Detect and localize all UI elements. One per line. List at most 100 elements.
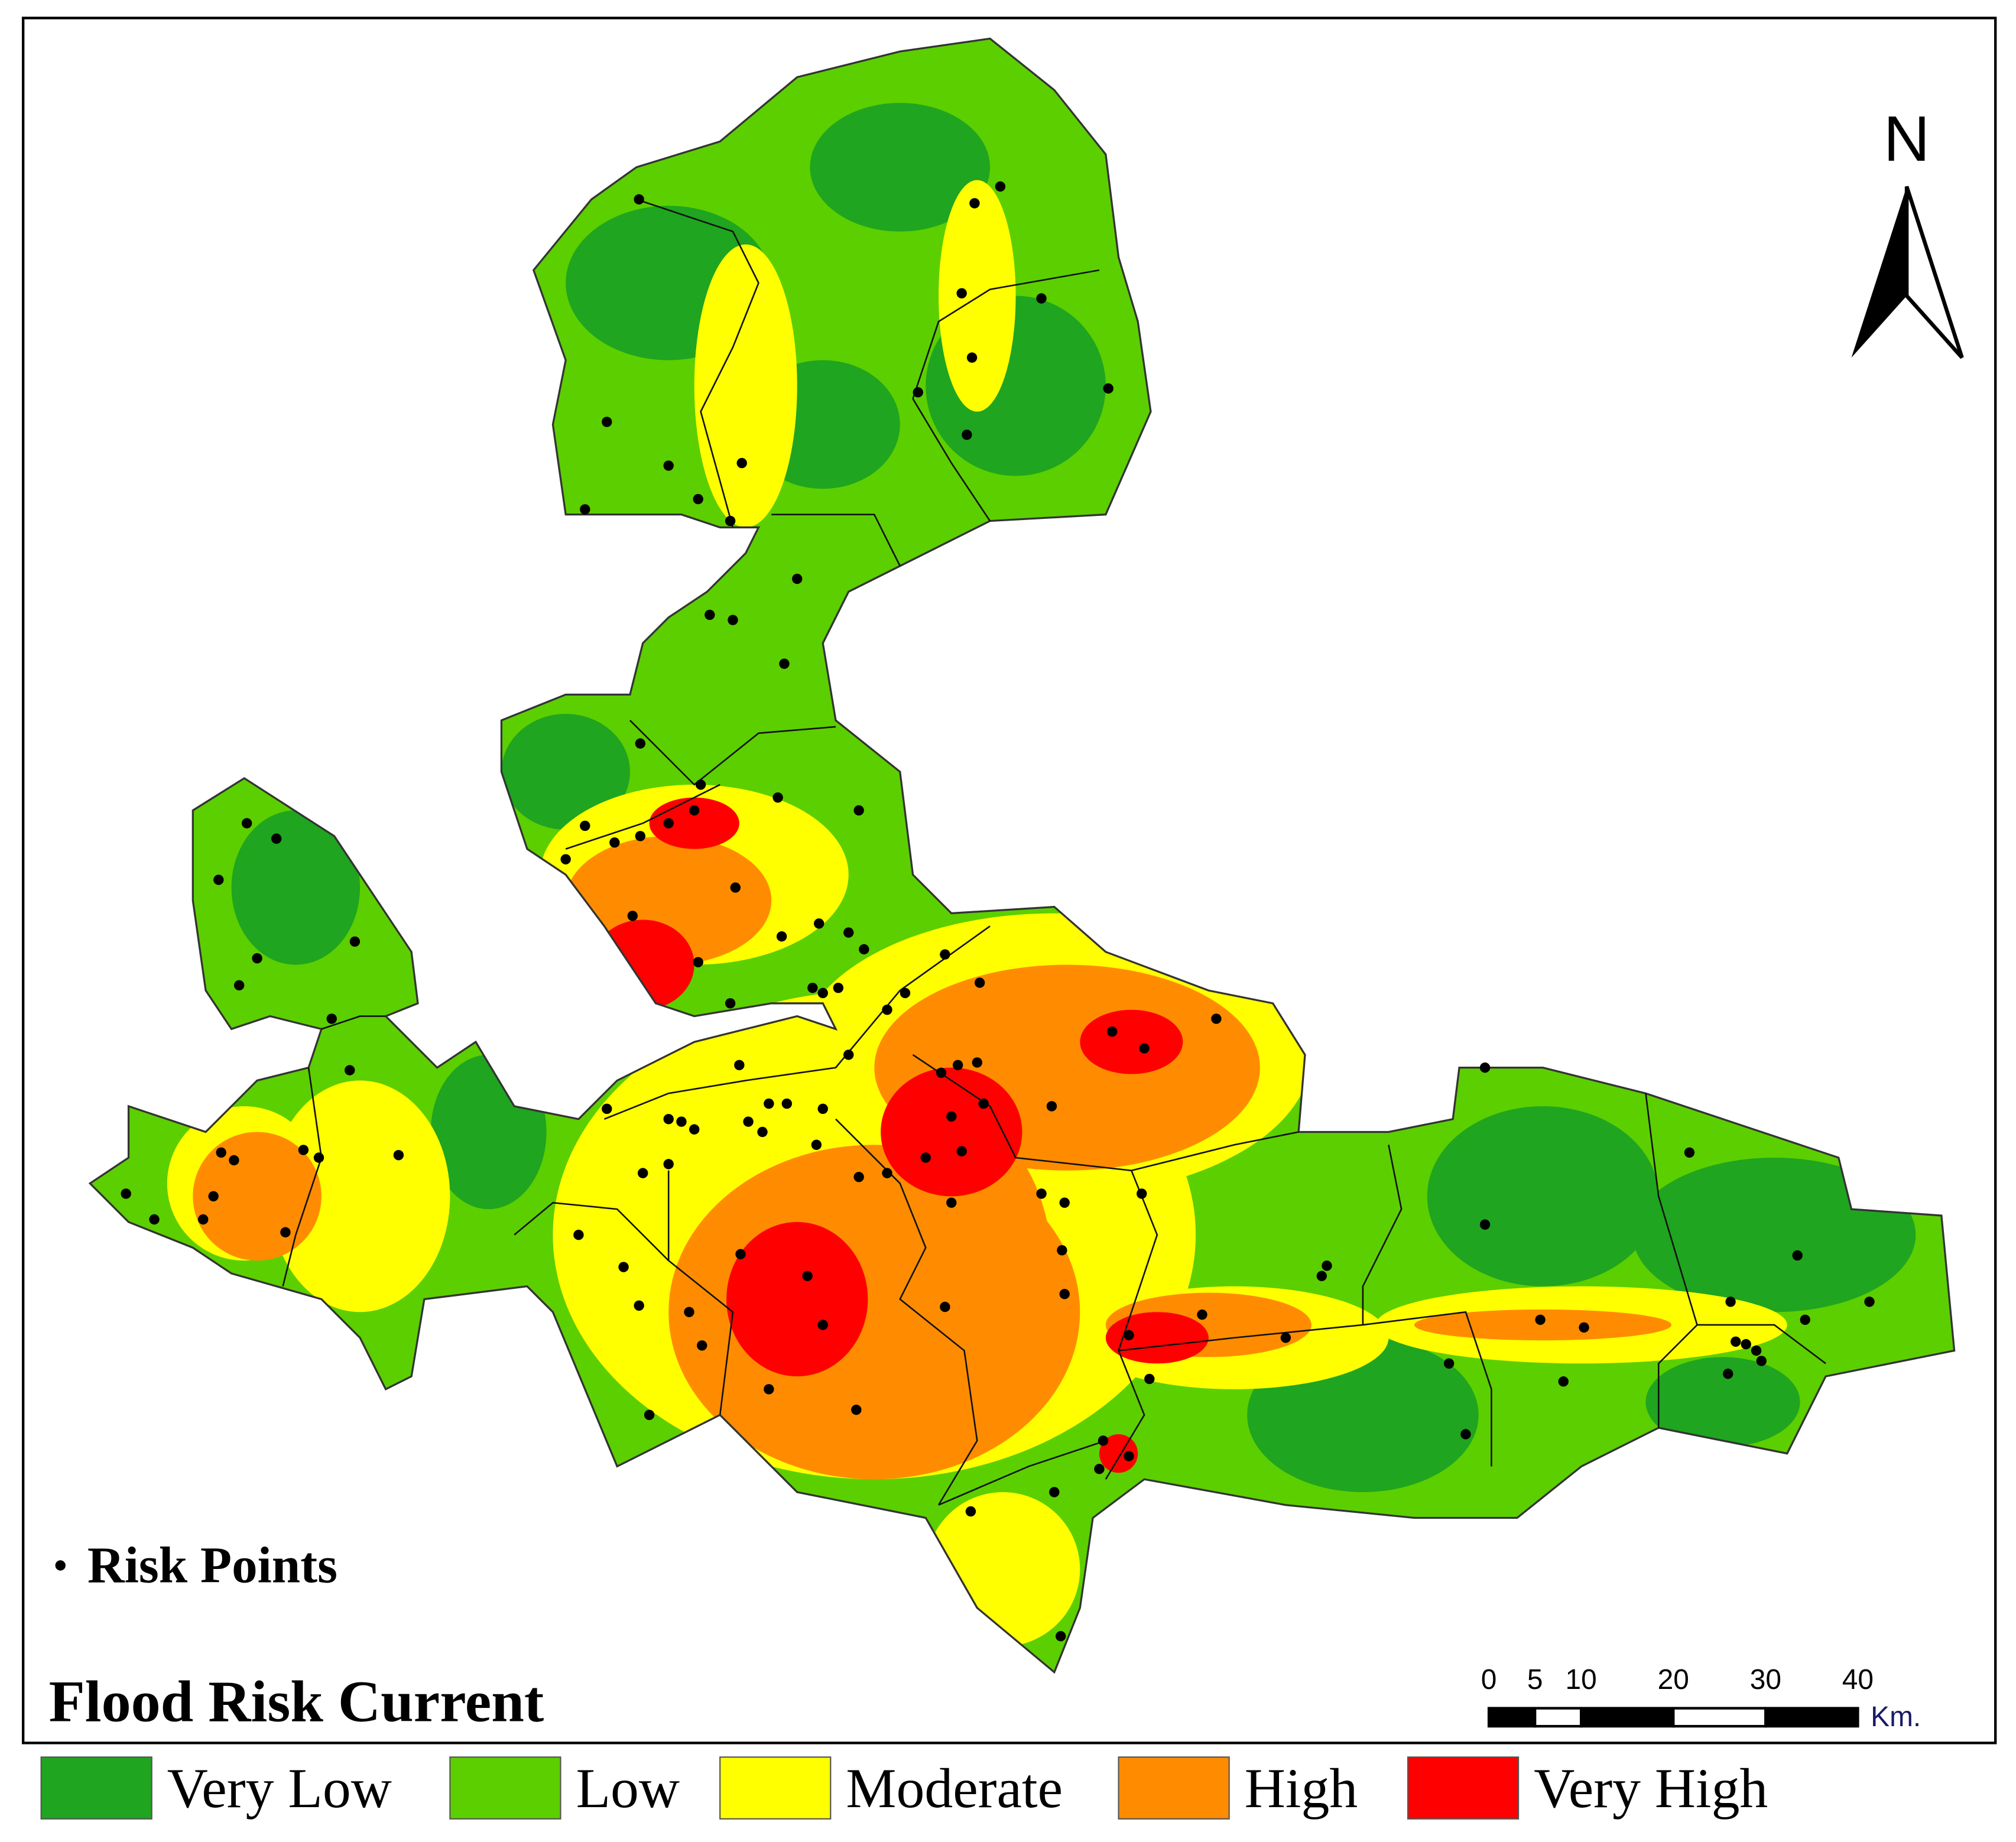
risk-point (637, 1168, 648, 1178)
risk-point (962, 430, 972, 440)
risk-point (882, 1004, 892, 1015)
risk-point (580, 504, 590, 515)
risk-point (1535, 1314, 1546, 1325)
risk-point (757, 1126, 768, 1138)
risk-point (602, 417, 612, 427)
risk-point (663, 460, 674, 471)
risk-point (859, 944, 869, 955)
risk-point (995, 181, 1006, 192)
legend-swatch (1407, 1756, 1520, 1820)
risk-point (326, 1013, 337, 1024)
risk-point (1725, 1297, 1736, 1307)
risk-point (149, 1214, 160, 1225)
risk-point (241, 818, 252, 829)
risk-point (627, 911, 638, 921)
risk-point (676, 1116, 687, 1127)
risk-point (280, 1227, 291, 1237)
risk-point (697, 1340, 707, 1351)
legend-swatch (40, 1756, 152, 1820)
risk-point (1059, 1197, 1070, 1208)
risk-point (602, 1103, 612, 1115)
scale-segment (1672, 1707, 1767, 1728)
scale-segment (1533, 1707, 1583, 1728)
risk-point (313, 1152, 324, 1163)
risk-point (900, 987, 911, 999)
north-label: N (1884, 103, 1930, 175)
legend-swatch (719, 1756, 832, 1820)
risk-point (1103, 383, 1113, 394)
risk-point (705, 609, 715, 621)
risk-point (1864, 1297, 1875, 1307)
risk-point (216, 1147, 226, 1158)
risk-point (1211, 1013, 1222, 1024)
scale-tick-label: 10 (1566, 1664, 1597, 1695)
risk-point (972, 1057, 982, 1068)
risk-point (663, 1114, 674, 1125)
risk-point (1443, 1358, 1455, 1369)
risk-point (1057, 1245, 1067, 1256)
risk-point (1124, 1330, 1134, 1341)
scale-bar: 0 5 10 20 30 40 Km. (1481, 1664, 1921, 1733)
risk-point (966, 352, 978, 363)
risk-point (1098, 1435, 1109, 1446)
legend-swatch (449, 1756, 561, 1820)
risk-point (792, 573, 803, 584)
risk-point (833, 982, 844, 993)
risk-point (345, 1065, 355, 1076)
risk-point (684, 1307, 694, 1317)
risk-point (393, 1149, 404, 1161)
risk-point (634, 1300, 644, 1311)
risk-point (956, 288, 967, 298)
risk-point (560, 854, 571, 865)
risk-points-label: Risk Points (87, 1536, 337, 1593)
risk-point (1046, 1101, 1057, 1112)
risk-point (952, 1060, 963, 1070)
risk-point (618, 1262, 629, 1272)
risk-point (635, 738, 646, 749)
risk-point (946, 1111, 957, 1122)
risk-point (1684, 1147, 1695, 1158)
risk-point (743, 1116, 754, 1127)
scale-tick-label: 30 (1750, 1664, 1781, 1695)
risk-point (695, 779, 706, 790)
map-title: Flood Risk Current (49, 1668, 544, 1734)
risk-point (776, 931, 787, 942)
risk-point (1197, 1309, 1207, 1320)
risk-point (634, 194, 644, 205)
risk-point (728, 615, 738, 625)
scale-tick-label: 20 (1658, 1664, 1689, 1695)
risk-point (1107, 1026, 1118, 1037)
risk-point (573, 1229, 584, 1240)
risk-point (1558, 1376, 1569, 1387)
risk-point (1322, 1261, 1332, 1271)
risk-point (807, 982, 818, 993)
risk-point (781, 1098, 793, 1109)
scale-segment (1764, 1707, 1859, 1728)
risk-point (609, 837, 620, 848)
risk-point (1280, 1333, 1291, 1343)
risk-point (843, 927, 854, 938)
risk-point (663, 818, 674, 829)
risk-point (1579, 1322, 1589, 1333)
risk-point (1036, 293, 1047, 304)
risk-point (725, 998, 736, 1009)
risk-point (1124, 1451, 1134, 1461)
risk-point (1800, 1314, 1810, 1325)
scale-tick-label: 0 (1481, 1664, 1497, 1695)
risk-point (298, 1145, 309, 1155)
risk-point (853, 805, 864, 816)
risk-point (198, 1214, 209, 1225)
district-boundaries (282, 199, 1826, 1506)
risk-point (1479, 1219, 1491, 1230)
risk-point (580, 820, 590, 831)
risk-point (956, 1146, 967, 1156)
risk-point (1731, 1336, 1741, 1347)
risk-point (1144, 1373, 1155, 1385)
risk-point (736, 457, 747, 469)
risk-point (689, 1124, 700, 1135)
risk-point (817, 1103, 828, 1115)
risk-point (940, 949, 950, 960)
risk-point (1139, 1043, 1150, 1054)
